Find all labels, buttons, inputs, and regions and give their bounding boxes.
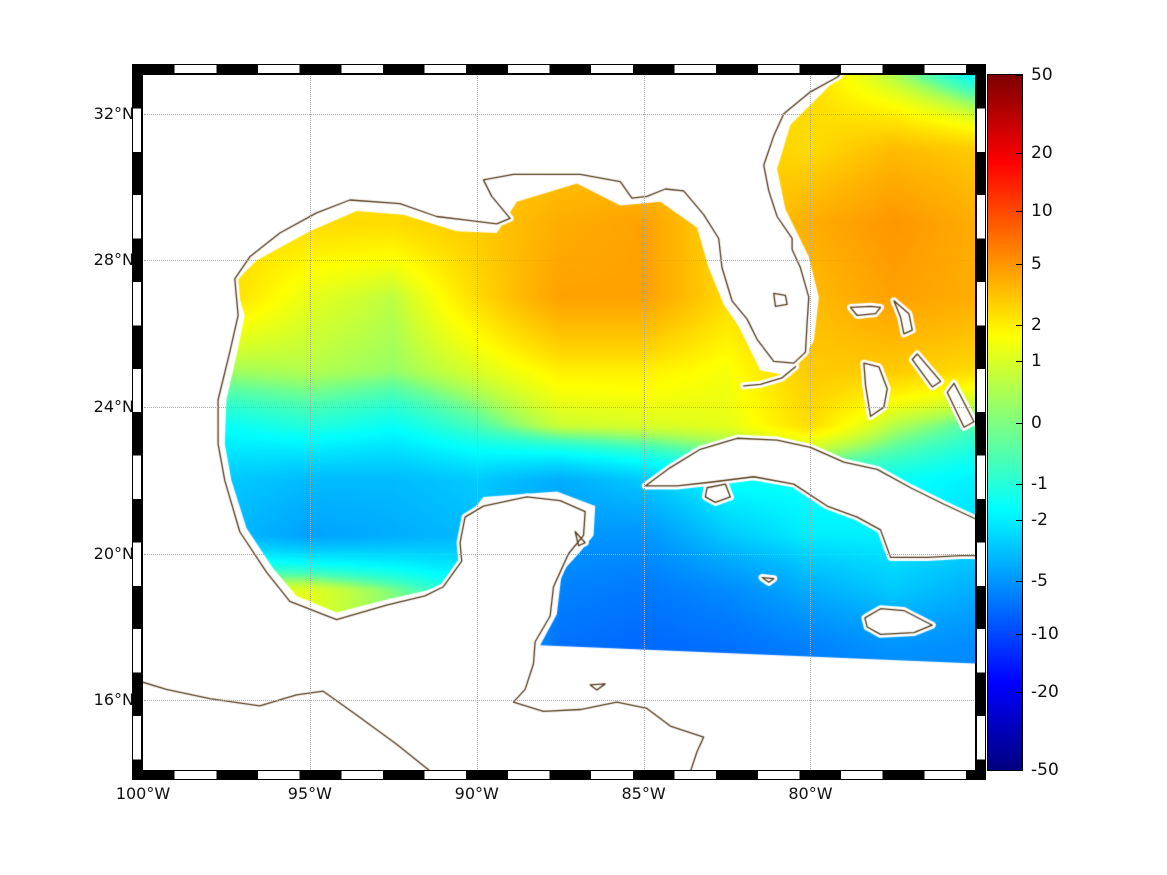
gridline-vertical <box>810 76 812 769</box>
map-plot-area <box>142 74 976 771</box>
y-tick-label: 28°N <box>93 250 134 270</box>
colorbar-tick-label: -5 <box>1031 570 1048 591</box>
x-tick-label: 95°W <box>287 784 332 803</box>
x-tick-label: 100°W <box>115 784 171 803</box>
colorbar-tick-label: 1 <box>1031 351 1042 372</box>
colorbar-tick-label: -1 <box>1031 473 1048 494</box>
colorbar-tick-mark <box>1016 483 1022 485</box>
colorbar-tick-mark <box>1016 361 1022 363</box>
gridline-horizontal <box>144 553 974 555</box>
map-frame-top <box>132 64 986 74</box>
colorbar-tick-mark <box>1016 691 1022 693</box>
colorbar-tick-label: 10 <box>1031 200 1053 221</box>
x-tick-label: 85°W <box>621 784 666 803</box>
gridline-vertical <box>643 76 645 769</box>
colorbar-tick-mark <box>1016 634 1022 636</box>
colorbar-tick-label: 20 <box>1031 143 1053 164</box>
y-tick-label: 20°N <box>93 543 134 563</box>
x-tick-label: 90°W <box>454 784 499 803</box>
y-tick-label: 24°N <box>93 397 134 417</box>
colorbar-tick-mark <box>1016 75 1022 76</box>
gridline-vertical <box>309 76 311 769</box>
colorbar-tick-mark <box>1016 580 1022 582</box>
colorbar-tick-label: -10 <box>1031 624 1059 645</box>
colorbar-tick-mark <box>1016 519 1022 521</box>
map-frame-bottom <box>132 770 986 780</box>
colorbar-tick-label: -20 <box>1031 681 1059 702</box>
colorbar-tick-mark <box>1016 210 1022 212</box>
colorbar-tick-mark <box>1016 422 1022 424</box>
colorbar-tick-label: 0 <box>1031 412 1042 433</box>
map-frame-right <box>976 64 986 780</box>
gridline-vertical <box>476 76 478 769</box>
x-tick-label: 80°W <box>788 784 833 803</box>
gridline-horizontal <box>144 700 974 702</box>
colorbar-tick-label: 2 <box>1031 315 1042 336</box>
gridline-horizontal <box>144 113 974 115</box>
gridline-horizontal <box>144 407 974 409</box>
colorbar-tick-mark <box>1016 325 1022 327</box>
map-canvas <box>143 75 975 770</box>
y-tick-label: 16°N <box>93 690 134 710</box>
colorbar-tick-mark <box>1016 264 1022 266</box>
colorbar-tick-mark <box>1016 153 1022 155</box>
colorbar-tick-label: -2 <box>1031 509 1048 530</box>
y-tick-label: 32°N <box>93 103 134 123</box>
colorbar-tick-label: 50 <box>1031 65 1053 85</box>
colorbar-tick-label: 5 <box>1031 254 1042 275</box>
gridline-horizontal <box>144 260 974 262</box>
map-frame-left <box>132 64 142 780</box>
colorbar-tick-label: -50 <box>1031 760 1059 780</box>
colorbar-tick-mark <box>1016 770 1022 771</box>
